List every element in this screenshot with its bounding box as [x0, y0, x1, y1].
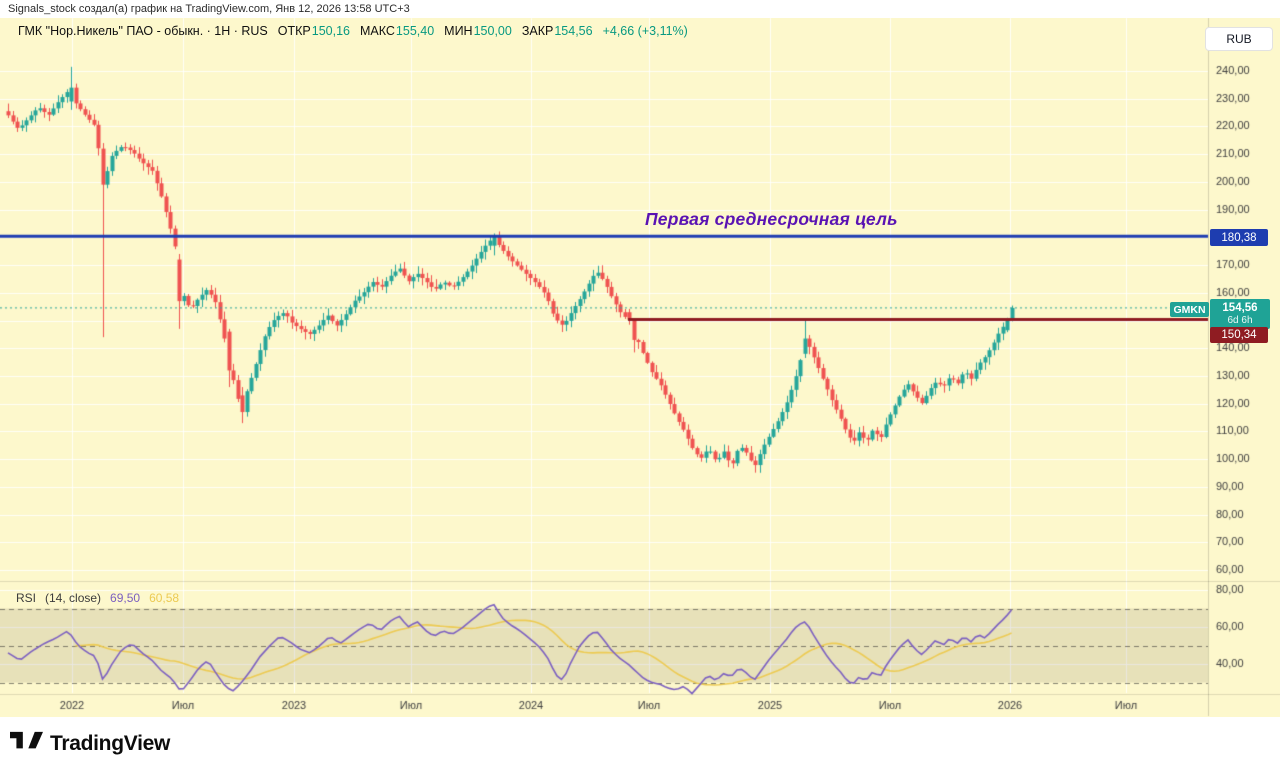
rsi-ma-value: 60,58: [149, 591, 180, 605]
bar-countdown: 6d 6h: [1227, 314, 1253, 326]
tradingview-wordmark: TradingView: [50, 731, 171, 755]
ohlc-high: МАКС 155,40: [360, 24, 434, 38]
rsi-name[interactable]: RSI: [16, 591, 37, 605]
ohlc-low: МИН 150,00: [444, 24, 512, 38]
currency-button[interactable]: RUB: [1205, 27, 1273, 51]
tradingview-logo[interactable]: TradingView: [10, 728, 170, 759]
last-price-badge: 154,56 6d 6h: [1210, 299, 1270, 329]
attribution-bar: Signals_stock создал(а) график на Tradin…: [0, 0, 1280, 18]
close-value: 154,56: [554, 24, 593, 38]
last-price-value: 154,56: [1222, 302, 1258, 315]
open-label: ОТКР: [277, 24, 311, 38]
low-label: МИН: [444, 24, 473, 38]
change-value: +4,66 (+3,11%): [602, 24, 688, 38]
rsi-legend: RSI (14, close) 69,50 60,58: [16, 591, 179, 605]
target-annotation-label: Первая среднесрочная цель: [645, 209, 898, 229]
symbol-header: ГМК "Нор.Никель" ПАО - обыкн. · 1Н · RUS…: [18, 24, 688, 38]
symbol-title[interactable]: ГМК "Нор.Никель" ПАО - обыкн. · 1Н · RUS: [18, 24, 268, 38]
ticker-badge: GMKN: [1170, 302, 1209, 317]
close-label: ЗАКР: [521, 24, 554, 38]
ohlc-open: ОТКР 150,16: [278, 24, 350, 38]
rsi-value: 69,50: [110, 591, 141, 605]
ohlc-close: ЗАКР 154,56: [522, 24, 593, 38]
high-value: 155,40: [395, 24, 435, 38]
support-price-badge: 150,34: [1210, 327, 1268, 343]
tradingview-logo-icon: [10, 728, 43, 759]
high-label: МАКС: [360, 24, 395, 38]
target-price-badge: 180,38: [1210, 229, 1268, 246]
low-value: 150,00: [473, 24, 512, 38]
rsi-params: (14, close): [45, 591, 102, 605]
attribution-text: Signals_stock создал(а) график на Tradin…: [8, 3, 410, 15]
open-value: 150,16: [311, 24, 350, 38]
footer: TradingView: [0, 717, 1280, 770]
